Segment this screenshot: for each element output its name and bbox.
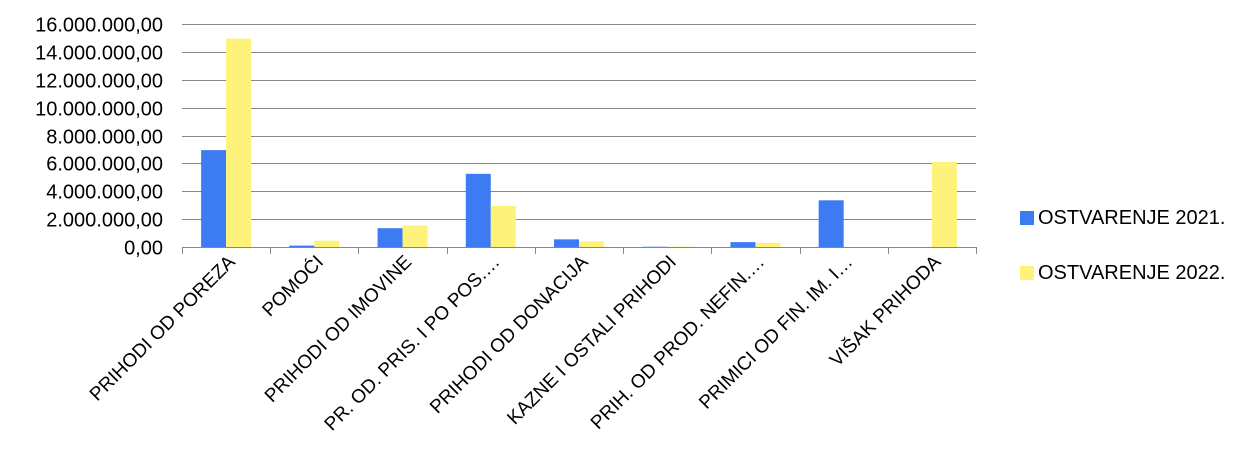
legend-label-series-1: OSTVARENJE 2021. <box>1038 206 1226 229</box>
y-axis-tick-labels: 0,00 2.000.000,00 4.000.000,00 6.000.000,00… <box>35 15 163 260</box>
x-category-label: PRIMICI OD FIN. IM. I… <box>695 252 857 414</box>
bar-series-2-cat-1 <box>226 38 252 248</box>
legend-swatch-series-2 <box>1020 266 1034 280</box>
x-category-label: PRIH. OD PROD. NEFIN.… <box>587 252 769 434</box>
legend-swatch-series-1 <box>1020 211 1034 225</box>
x-category-label: PRIHODI OD IMOVINE <box>261 252 416 407</box>
y-tick-label: 0,00 <box>124 238 163 260</box>
bar-chart: 0,00 2.000.000,00 4.000.000,00 6.000.000,00… <box>35 15 977 436</box>
bar-series-1-cat-1 <box>201 150 227 247</box>
bar-series-2-cat-9 <box>931 161 957 247</box>
y-tick-label: 4.000.000,00 <box>46 182 163 204</box>
x-axis <box>182 247 977 254</box>
y-tick-label: 10.000.000,00 <box>35 99 163 121</box>
legend-label-series-2: OSTVARENJE 2022. <box>1038 261 1226 284</box>
bar-series-1-cat-4 <box>465 173 491 247</box>
bars <box>201 38 957 248</box>
y-tick-label: 14.000.000,00 <box>35 43 163 65</box>
bar-series-1-cat-3 <box>377 228 403 247</box>
bar-series-1-cat-2 <box>289 245 315 247</box>
bar-series-1-cat-8 <box>818 200 844 247</box>
chart-legend: OSTVARENJE 2021. OSTVARENJE 2022. <box>1020 205 1225 315</box>
x-category-label: PR. OD. PRIS. I PO POS.… <box>321 252 505 436</box>
y-tick-label: 6.000.000,00 <box>46 154 163 176</box>
bar-series-2-cat-3 <box>402 225 428 247</box>
bar-series-2-cat-2 <box>314 240 340 247</box>
y-tick-label: 16.000.000,00 <box>35 15 163 37</box>
y-tick-label: 2.000.000,00 <box>46 210 163 232</box>
x-category-label: POMOĆI <box>258 251 328 321</box>
bar-series-1-cat-7 <box>730 242 756 247</box>
y-tick-label: 8.000.000,00 <box>46 127 163 149</box>
x-category-label: PRIHODI OD DONACIJA <box>426 251 593 418</box>
bar-series-2-cat-5 <box>579 241 604 247</box>
legend-item-series-1: OSTVARENJE 2021. <box>1020 205 1225 231</box>
bar-series-2-cat-7 <box>755 242 781 247</box>
legend-item-series-2: OSTVARENJE 2022. <box>1020 260 1225 286</box>
gridlines <box>182 24 976 248</box>
bar-series-1-cat-5 <box>554 239 579 247</box>
y-tick-label: 12.000.000,00 <box>35 71 163 93</box>
bar-series-2-cat-4 <box>490 205 516 247</box>
x-category-label: KAZNE I OSTALI PRIHODI <box>503 252 680 429</box>
x-category-label: PRIHODI OD POREZA <box>86 251 240 405</box>
